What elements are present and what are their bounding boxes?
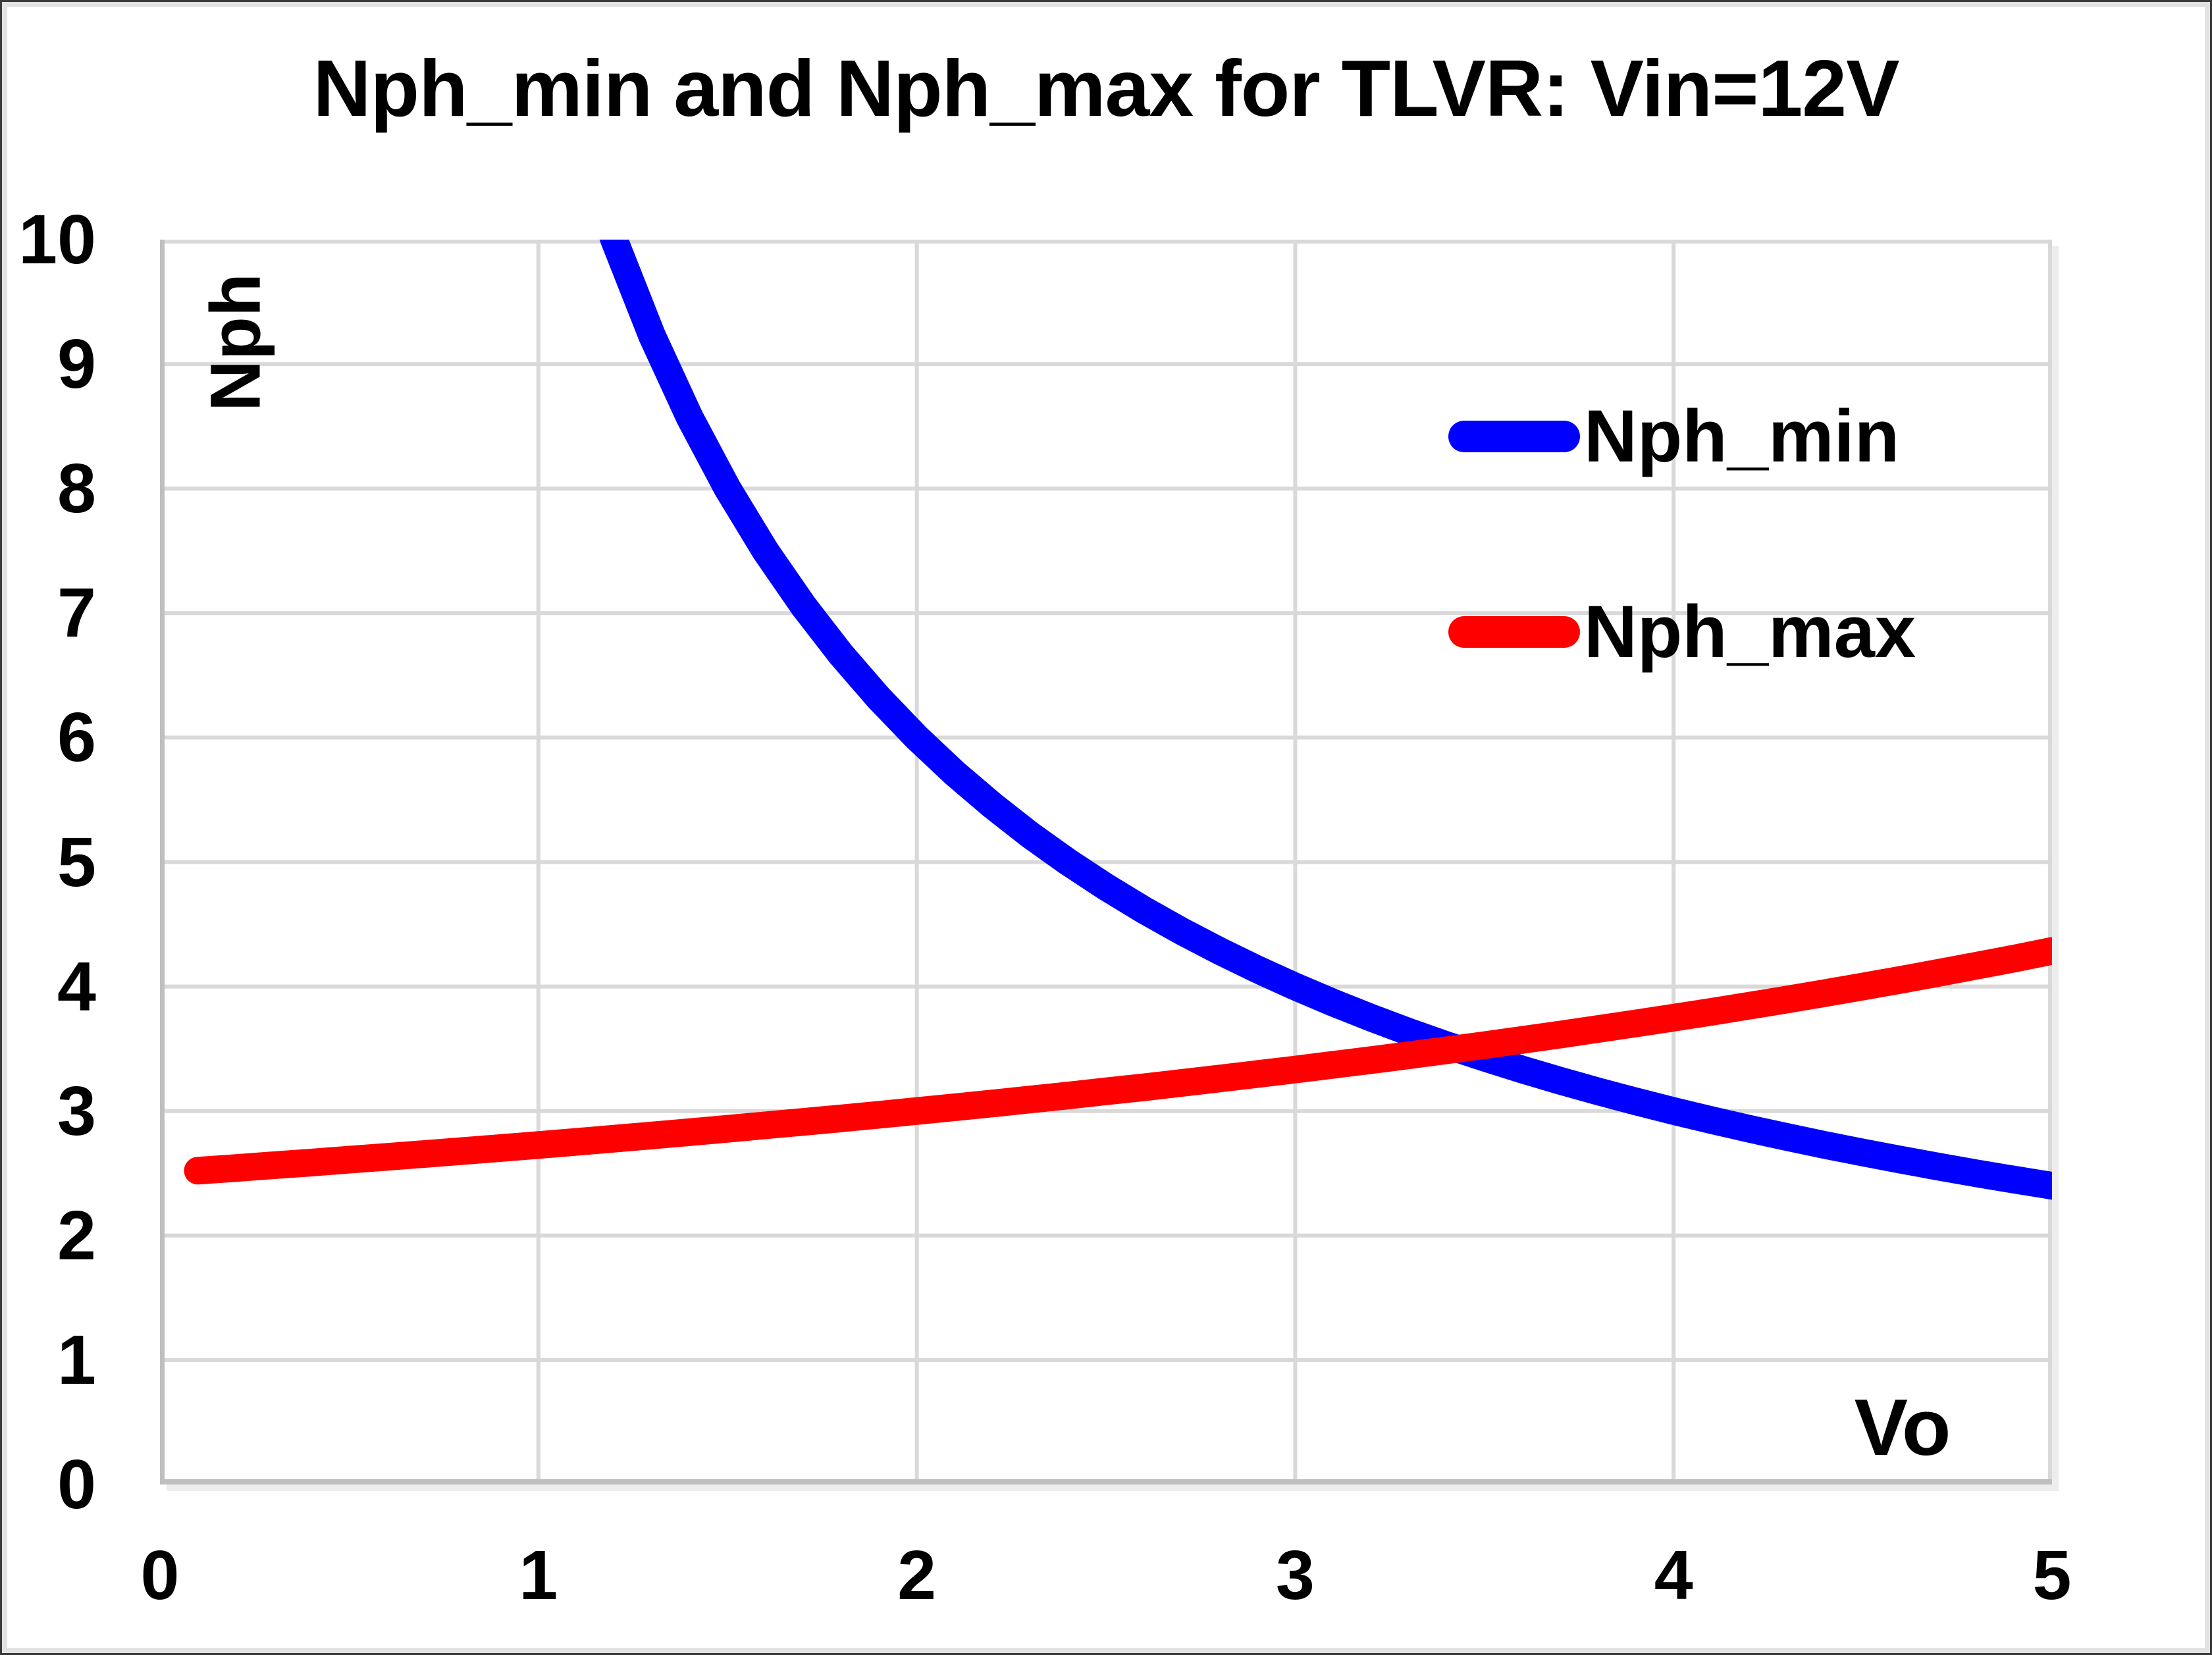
y-tick-label: 1 [57, 1321, 96, 1399]
y-tick-label: 5 [57, 823, 96, 901]
series-line-nph_min [599, 240, 2052, 1200]
y-tick-label: 8 [57, 450, 96, 528]
y-tick-label: 0 [57, 1446, 96, 1523]
x-tick-label: 1 [519, 1537, 558, 1614]
y-tick-label: 9 [57, 325, 96, 404]
plot-area [160, 240, 2052, 1484]
plot-canvas [160, 240, 2052, 1484]
y-axis-title: Nph [195, 273, 275, 411]
y-tick-label: 3 [57, 1072, 96, 1150]
x-tick-label: 2 [897, 1537, 937, 1614]
y-tick-label: 7 [57, 574, 96, 652]
y-tick-label: 2 [57, 1196, 96, 1274]
y-tick-label: 4 [57, 947, 96, 1026]
y-tick-label: 10 [18, 201, 96, 278]
x-tick-label: 3 [1275, 1537, 1315, 1614]
x-tick-label: 4 [1654, 1537, 1693, 1614]
chart-title: Nph_min and Nph_max for TLVR: Vin=12V [313, 43, 1899, 133]
y-tick-label: 6 [57, 698, 96, 777]
x-tick-label: 5 [2032, 1537, 2072, 1614]
x-tick-label: 0 [140, 1537, 180, 1614]
x-axis-title: Vo [1854, 1382, 1951, 1472]
series-line-nph_max [184, 937, 2052, 1185]
